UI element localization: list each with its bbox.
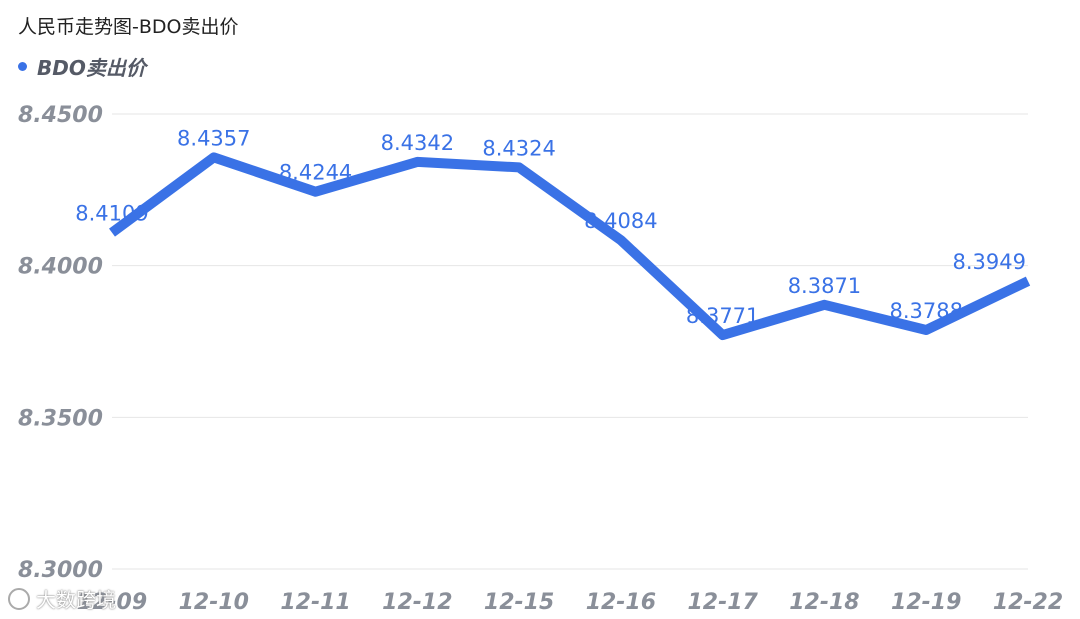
data-label: 8.4109 [75, 202, 148, 226]
data-label: 8.4084 [584, 209, 657, 233]
y-tick-label: 8.4500 [18, 103, 103, 128]
x-tick-label: 12-09 [77, 590, 147, 615]
x-tick-label: 12-17 [687, 590, 758, 615]
legend[interactable]: BDO卖出价 [18, 52, 146, 81]
data-label: 8.4324 [482, 136, 555, 160]
data-label: 8.3788 [889, 299, 962, 323]
legend-label: BDO卖出价 [37, 56, 146, 80]
legend-marker [18, 62, 27, 71]
x-tick-label: 12-19 [891, 590, 961, 615]
y-tick-label: 8.4000 [18, 255, 103, 280]
x-tick-label: 12-18 [789, 590, 859, 615]
x-tick-label: 12-10 [179, 590, 249, 615]
data-label: 8.3771 [686, 304, 759, 328]
series-line [109, 152, 1031, 341]
data-labels: 8.4109 8.4357 8.4244 8.4342 8.4324 8.4084 8.37… [75, 126, 1026, 328]
y-tick-label: 8.3500 [18, 406, 103, 431]
x-axis-ticks: 12-09 12-10 12-11 12-12 12-15 12-16 12-17 12-18… [77, 590, 1063, 615]
x-tick-label: 12-16 [586, 590, 656, 615]
x-tick-label: 12-11 [280, 590, 350, 615]
x-tick-label: 12-22 [993, 590, 1063, 615]
chart-title: 人民币走势图-BDO卖出价 [18, 16, 239, 38]
watermark: 大数跨境 [8, 584, 116, 613]
y-axis-ticks: 8.3000 8.3500 8.4000 8.4500 [18, 103, 103, 583]
x-tick-label: 12-15 [484, 590, 554, 615]
grid-lines [112, 113, 1028, 570]
data-label: 8.3949 [953, 250, 1026, 274]
x-tick-label: 12-12 [382, 590, 452, 615]
data-label: 8.4342 [381, 131, 454, 155]
watermark-logo-icon [8, 587, 30, 610]
y-tick-label: 8.3000 [18, 558, 103, 583]
data-label: 8.3871 [788, 274, 861, 298]
data-label: 8.4357 [177, 126, 250, 150]
watermark-text: 大数跨境 [36, 588, 116, 612]
data-label: 8.4244 [279, 161, 352, 185]
